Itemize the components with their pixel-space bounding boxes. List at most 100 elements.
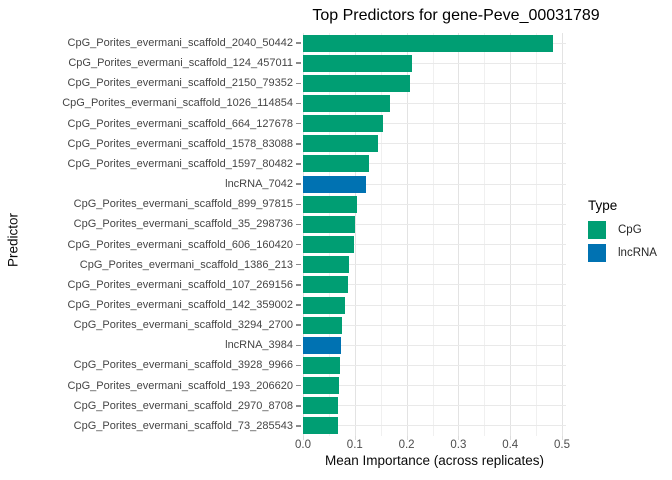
y-axis-tick: [296, 324, 301, 326]
y-axis-tick: [296, 304, 301, 306]
y-axis-label: CpG_Porites_evermani_scaffold_193_206620: [67, 379, 293, 392]
bar: [303, 74, 410, 92]
bar: [303, 155, 370, 173]
bar: [303, 276, 348, 294]
y-axis-tick: [296, 42, 301, 44]
legend-item: lncRNA: [588, 244, 657, 262]
y-axis-label: CpG_Porites_evermani_scaffold_2040_50442: [67, 37, 293, 49]
y-axis-tick: [296, 284, 301, 286]
legend-item: CpG: [588, 221, 657, 239]
y-axis-label: CpG_Porites_evermani_scaffold_73_285543: [73, 419, 293, 432]
y-axis-tick: [296, 122, 301, 125]
y-axis-label: CpG_Porites_evermani_scaffold_3928_9966: [73, 359, 293, 372]
row-gridline: [303, 264, 566, 266]
x-tick-label: 0.3: [450, 439, 467, 451]
bar: [303, 95, 390, 113]
row-gridline: [303, 344, 566, 346]
y-axis-label: CpG_Porites_evermani_scaffold_1578_83088: [67, 137, 293, 150]
major-gridline: [458, 33, 460, 436]
bar: [303, 135, 379, 153]
x-axis-tick: [458, 436, 460, 440]
minor-gridline: [432, 33, 434, 436]
x-axis-tick: [303, 436, 304, 440]
row-gridline: [303, 143, 566, 145]
legend: Type CpG lncRNA: [588, 198, 657, 267]
bar: [303, 215, 355, 233]
row-gridline: [303, 284, 566, 286]
y-axis-tick: [296, 102, 301, 105]
y-axis-tick: [296, 364, 301, 367]
y-axis-label: CpG_Porites_evermani_scaffold_2970_8708: [73, 399, 293, 412]
y-axis-label: CpG_Porites_evermani_scaffold_3294_2700: [73, 319, 293, 332]
bar: [303, 377, 340, 395]
y-axis-label: CpG_Porites_evermani_scaffold_606_160420: [67, 238, 293, 251]
minor-gridline: [380, 33, 382, 436]
y-axis-tick: [296, 163, 301, 165]
row-gridline: [303, 244, 566, 246]
row-gridline: [303, 405, 566, 407]
bar: [303, 417, 338, 435]
y-axis-tick: [296, 82, 301, 85]
x-tick-label: 0.1: [346, 439, 363, 451]
minor-gridline: [328, 33, 330, 436]
y-axis-tick: [296, 243, 301, 246]
x-tick-label: 0.5: [554, 439, 570, 451]
x-tick-label: 0.2: [398, 439, 415, 451]
bar: [303, 115, 383, 133]
x-tick-label: 0.4: [502, 439, 519, 451]
y-axis-tick: [296, 263, 301, 266]
y-axis-label: CpG_Porites_evermani_scaffold_1026_11485…: [62, 97, 293, 110]
y-axis-tick: [296, 344, 301, 347]
bar: [303, 316, 343, 334]
chart-title: Top Predictors for gene-Peve_00031789: [312, 7, 600, 24]
row-gridline: [303, 103, 566, 105]
row-gridline: [303, 82, 566, 84]
y-axis-label: CpG_Porites_evermani_scaffold_1386_213: [79, 258, 293, 271]
minor-gridline: [484, 33, 486, 436]
y-axis-label: CpG_Porites_evermani_scaffold_35_298736: [73, 218, 293, 231]
row-gridline: [303, 203, 566, 205]
major-gridline: [303, 33, 304, 436]
bar: [303, 256, 349, 274]
bar: [303, 175, 366, 193]
y-axis-label: CpG_Porites_evermani_scaffold_664_127678: [67, 117, 293, 130]
major-gridline: [406, 33, 408, 436]
row-gridline: [303, 183, 566, 185]
y-axis-tick: [296, 425, 301, 427]
plot-panel: [303, 33, 566, 436]
y-axis-label: CpG_Porites_evermani_scaffold_124_457011: [68, 57, 293, 70]
row-gridline: [303, 425, 566, 427]
bar: [303, 195, 358, 213]
y-axis-label: CpG_Porites_evermani_scaffold_2150_79352: [67, 77, 293, 90]
bar: [303, 336, 342, 354]
legend-items: CpG lncRNA: [588, 221, 657, 262]
bar: [303, 54, 412, 72]
x-axis-tick: [562, 436, 563, 440]
bar: [303, 397, 339, 415]
row-gridline: [303, 163, 566, 165]
y-axis-label: CpG_Porites_evermani_scaffold_899_97815: [73, 198, 293, 211]
row-gridline: [303, 223, 566, 225]
row-gridline: [303, 364, 566, 366]
y-axis-label: lncRNA_7042: [225, 178, 293, 191]
bar: [303, 296, 346, 314]
minor-gridline: [536, 33, 538, 436]
x-axis-tick: [406, 436, 408, 440]
major-gridline: [354, 33, 356, 436]
legend-swatch: [588, 221, 606, 239]
y-axis-tick: [296, 203, 301, 206]
y-axis-label: CpG_Porites_evermani_scaffold_107_269156: [67, 278, 293, 291]
legend-swatch: [588, 244, 606, 262]
row-gridline: [303, 62, 566, 64]
legend-item-label: lncRNA: [618, 247, 657, 259]
row-gridline: [303, 304, 566, 306]
y-axis-tick: [296, 223, 301, 226]
bar: [303, 356, 341, 374]
y-axis-tick: [296, 143, 301, 145]
x-axis-tick: [354, 436, 356, 440]
y-axis-tick: [296, 384, 301, 387]
y-axis-label: CpG_Porites_evermani_scaffold_1597_80482: [67, 157, 293, 170]
y-axis-tick: [296, 183, 301, 185]
legend-item-label: CpG: [618, 224, 642, 236]
